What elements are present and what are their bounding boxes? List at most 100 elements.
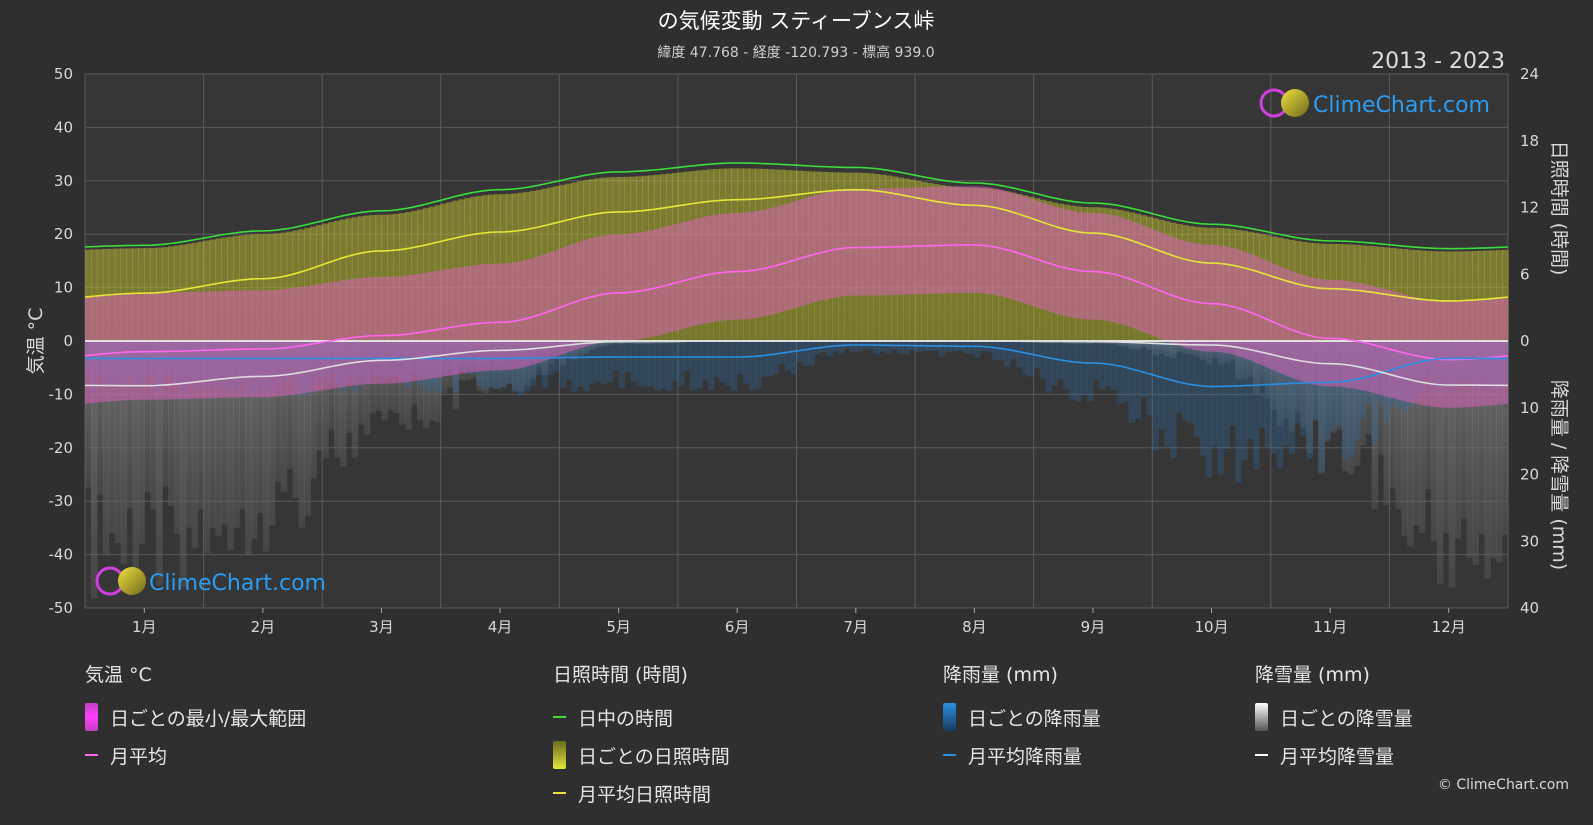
legend-label: 月平均日照時間 <box>578 783 712 806</box>
rain-day-bar <box>992 341 999 360</box>
daylight-line <box>84 162 1509 250</box>
rain-day-bar <box>1205 341 1213 478</box>
snow-day-bar <box>162 341 169 487</box>
legend-item: 日中の時間 <box>553 698 730 736</box>
snow-day-bar <box>1241 341 1248 379</box>
sunshine-day-bar <box>322 223 329 341</box>
snow-day-bar <box>1324 341 1331 442</box>
sunshine-day-bar <box>328 222 335 341</box>
y-right-top-tick: 18 <box>1520 132 1539 150</box>
rain-day-bar <box>808 341 815 366</box>
rain-day-bar <box>938 341 946 357</box>
rain-day-bar <box>517 341 525 396</box>
rain-day-bar <box>838 341 845 355</box>
sunshine-day-bar <box>1466 251 1474 341</box>
sunshine-day-bar <box>1407 249 1414 341</box>
y-right-top-tick: 12 <box>1520 199 1539 217</box>
snow-avg-line <box>85 340 1509 387</box>
rain-day-bar <box>968 341 975 355</box>
sunshine-avg-swatch <box>553 792 566 794</box>
rain-day-bar <box>731 341 738 391</box>
rain-day-bar <box>784 341 792 371</box>
sunshine-day-bar <box>298 229 305 341</box>
rain-day-bar <box>1187 341 1195 424</box>
legend-label: 月平均降雪量 <box>1280 745 1395 768</box>
snow-day-bar <box>114 341 122 543</box>
rain-day-bar <box>802 341 809 366</box>
logo-top: ClimeChart.com <box>1259 88 1490 118</box>
rain-day-bar <box>648 341 655 387</box>
snow-day-bar <box>310 341 317 479</box>
rain-day-bar <box>1241 341 1248 460</box>
snow-day-bar <box>1081 341 1088 345</box>
y-right-bottom-tick: 10 <box>1520 399 1539 417</box>
snow-day-bar <box>1110 341 1118 345</box>
snow-avg-swatch <box>1255 754 1268 756</box>
snow-day-bar <box>191 341 199 548</box>
snow-day-bar <box>209 341 217 529</box>
sunshine-day-bar <box>280 232 288 341</box>
x-tick-label: 4月 <box>488 618 513 636</box>
rain-day-bar <box>606 341 614 383</box>
sunshine-day-bar <box>221 237 228 341</box>
snow-day-bar <box>1347 341 1355 475</box>
rain-day-bar <box>1164 341 1171 447</box>
rain-day-bar <box>1015 341 1023 368</box>
rain-day-bar <box>1270 341 1278 454</box>
sunshine-day-bar <box>334 220 341 341</box>
snow-day-bar <box>417 341 424 421</box>
rain-day-bar <box>1152 341 1159 451</box>
rain-day-bar <box>1004 341 1011 367</box>
snow-day-bar <box>1419 341 1426 533</box>
snow-day-bar <box>345 341 353 433</box>
snow-day-bar <box>268 341 276 526</box>
snow-day-bar <box>399 341 406 425</box>
rain-day-bar <box>1098 341 1106 390</box>
temp-avg-line <box>84 244 1509 361</box>
sunshine-day-bar <box>1484 250 1491 341</box>
x-tick-label: 8月 <box>962 618 987 636</box>
snow-day-bar <box>577 341 584 356</box>
sunshine-day-bar <box>245 234 252 341</box>
y-left-tick: -50 <box>49 599 74 617</box>
snow-day-bar <box>304 341 311 517</box>
y-left-tick: 50 <box>54 65 73 83</box>
snow-day-bar <box>221 341 228 525</box>
rain-day-bar <box>630 341 638 382</box>
x-tick-label: 6月 <box>725 618 750 636</box>
rain-day-bar <box>873 341 881 355</box>
rain-day-bar <box>666 341 673 391</box>
rain-day-bar <box>713 341 721 378</box>
sunshine-day-bar <box>203 240 211 341</box>
sunshine-day-bar <box>274 233 282 341</box>
snow-day-bar <box>654 341 661 344</box>
sunshine-day-bar <box>1424 250 1432 341</box>
snow-day-bar <box>1116 341 1124 347</box>
snow-day-bar <box>132 341 139 570</box>
legend-snow: 降雪量 (mm) 日ごとの降雪量 月平均降雪量 <box>1255 660 1413 774</box>
snow-day-bar <box>251 341 258 539</box>
rain-day-bar <box>1170 341 1177 459</box>
snow-day-bar <box>1401 341 1408 537</box>
snow-day-bar <box>1134 341 1141 350</box>
logo-sun-icon <box>1281 89 1309 117</box>
snow-day-bar <box>1395 341 1402 509</box>
rain-day-bar <box>594 341 602 382</box>
snow-day-bar <box>173 341 181 535</box>
snow-day-bar <box>1353 341 1361 466</box>
daily-temp-range-area <box>85 186 1508 408</box>
rain-day-bar <box>743 341 750 384</box>
snow-day-bar <box>1235 341 1242 380</box>
x-tick-label: 10月 <box>1194 618 1228 636</box>
legend-temp-title: 気温 °C <box>85 664 152 686</box>
y-right-top-label: 日照時間 (時間) <box>1548 141 1570 276</box>
sunshine-day-bar <box>90 249 98 341</box>
snow-day-bar <box>1466 341 1474 559</box>
rain-day-bar <box>577 341 584 387</box>
rain-day-bar <box>749 341 756 390</box>
snow-day-bar <box>1330 341 1337 433</box>
snow-day-bar <box>594 341 602 348</box>
legend-item: 日ごとの降雨量 <box>943 698 1101 736</box>
x-tick-label: 7月 <box>844 618 869 636</box>
snow-day-bar <box>630 341 638 345</box>
